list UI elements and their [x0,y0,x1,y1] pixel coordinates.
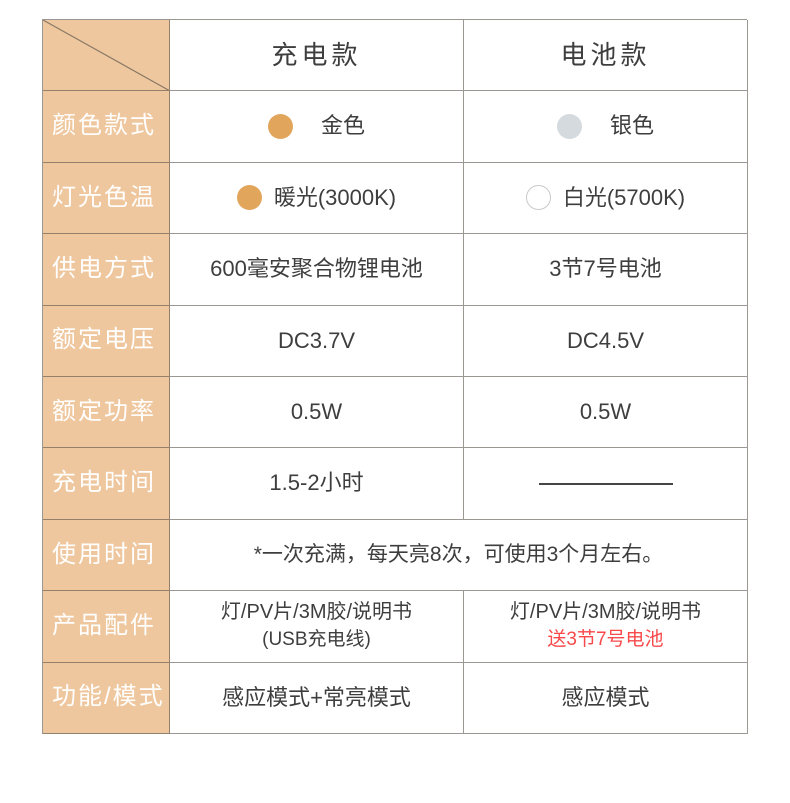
cell-color-battery: 银色 [464,91,748,163]
row-label-light-temp: 灯光色温 [43,162,170,235]
row-label-power-supply: 供电方式 [43,234,170,306]
power-supply-battery-text: 3节7号电池 [549,256,662,282]
color-name-gold: 金色 [320,113,365,139]
cell-light-battery: 白光(5700K) [464,162,748,235]
row-label-rated-power: 额定功率 [43,376,170,449]
cell-wattage-battery: 0.5W [464,376,748,449]
usage-time-note-text: *一次充满，每天亮8次，可使用3个月左右。 [253,543,664,567]
accessories-rechargeable-line2: (USB充电线) [262,629,371,651]
row-label-power-supply-text: 供电方式 [52,254,156,282]
accessories-battery-line1: 灯/PV片/3M胶/说明书 [509,601,702,624]
modes-rechargeable-text: 感应模式+常亮模式 [222,684,411,710]
gold-color-dot [267,114,293,140]
voltage-battery-text: DC4.5V [566,327,645,353]
silver-color-dot [556,114,582,140]
modes-battery-text: 感应模式 [561,684,650,710]
warm-light-dot [236,185,262,211]
cell-usage-time-merged: *一次充满，每天亮8次，可使用3个月左右。 [170,519,748,592]
row-label-usage-time: 使用时间 [43,519,170,592]
cell-accessories-rechargeable: 灯/PV片/3M胶/说明书 (USB充电线) [170,591,464,663]
cell-accessories-battery: 灯/PV片/3M胶/说明书 送3节7号电池 [464,591,748,663]
column-header-battery: 电池款 [464,20,748,92]
wattage-rechargeable-text: 0.5W [290,398,343,424]
wattage-battery-text: 0.5W [579,398,632,424]
white-light-dot [525,185,551,211]
light-name-warm: 暖光(3000K) [273,184,397,210]
cell-light-rechargeable: 暖光(3000K) [170,162,464,235]
row-label-accessories: 产品配件 [43,591,170,663]
cell-modes-battery: 感应模式 [464,662,748,734]
row-label-charge-time-text: 充电时间 [52,469,156,497]
row-label-accessories-text: 产品配件 [52,611,156,639]
corner-cell [43,20,170,92]
light-name-white: 白光(5700K) [562,184,686,210]
row-label-rated-voltage: 额定电压 [43,305,170,377]
column-header-rechargeable: 充电款 [170,20,464,92]
row-label-charge-time: 充电时间 [43,448,170,520]
cell-power-supply-battery: 3节7号电池 [464,234,748,306]
column-header-rechargeable-text: 充电款 [271,39,362,70]
column-header-battery-text: 电池款 [560,39,651,70]
power-supply-rechargeable-text: 600毫安聚合物锂电池 [210,256,423,282]
cell-charge-time-battery [464,448,748,520]
cell-voltage-battery: DC4.5V [464,305,748,377]
row-label-modes-text: 功能/模式 [52,683,165,711]
row-label-rated-power-text: 额定功率 [52,397,156,425]
row-label-rated-voltage-text: 额定电压 [52,326,156,354]
voltage-rechargeable-text: DC3.7V [277,327,356,353]
cell-modes-rechargeable: 感应模式+常亮模式 [170,662,464,734]
cell-power-supply-rechargeable: 600毫安聚合物锂电池 [170,234,464,306]
row-label-light-temp-text: 灯光色温 [52,183,156,211]
charge-time-rechargeable-text: 1.5-2小时 [269,470,364,496]
cell-voltage-rechargeable: DC3.7V [170,305,464,377]
row-label-color-style-text: 颜色款式 [52,112,156,140]
row-label-color-style: 颜色款式 [43,91,170,163]
cell-wattage-rechargeable: 0.5W [170,376,464,449]
cell-charge-time-rechargeable: 1.5-2小时 [170,448,464,520]
accessories-rechargeable-line1: 灯/PV片/3M胶/说明书 [220,601,413,624]
cell-color-rechargeable: 金色 [170,91,464,163]
color-name-silver: 银色 [609,113,654,139]
corner-diagonal-line [43,20,169,91]
row-label-modes: 功能/模式 [43,662,170,734]
row-label-usage-time-text: 使用时间 [52,540,156,568]
accessories-battery-bonus-text: 送3节7号电池 [547,629,664,651]
spec-comparison-table: 充电款 电池款 颜色款式 金色 银色 灯光色温 暖光(3000K) 白光(570… [42,19,748,734]
not-applicable-dash-line [538,482,673,485]
